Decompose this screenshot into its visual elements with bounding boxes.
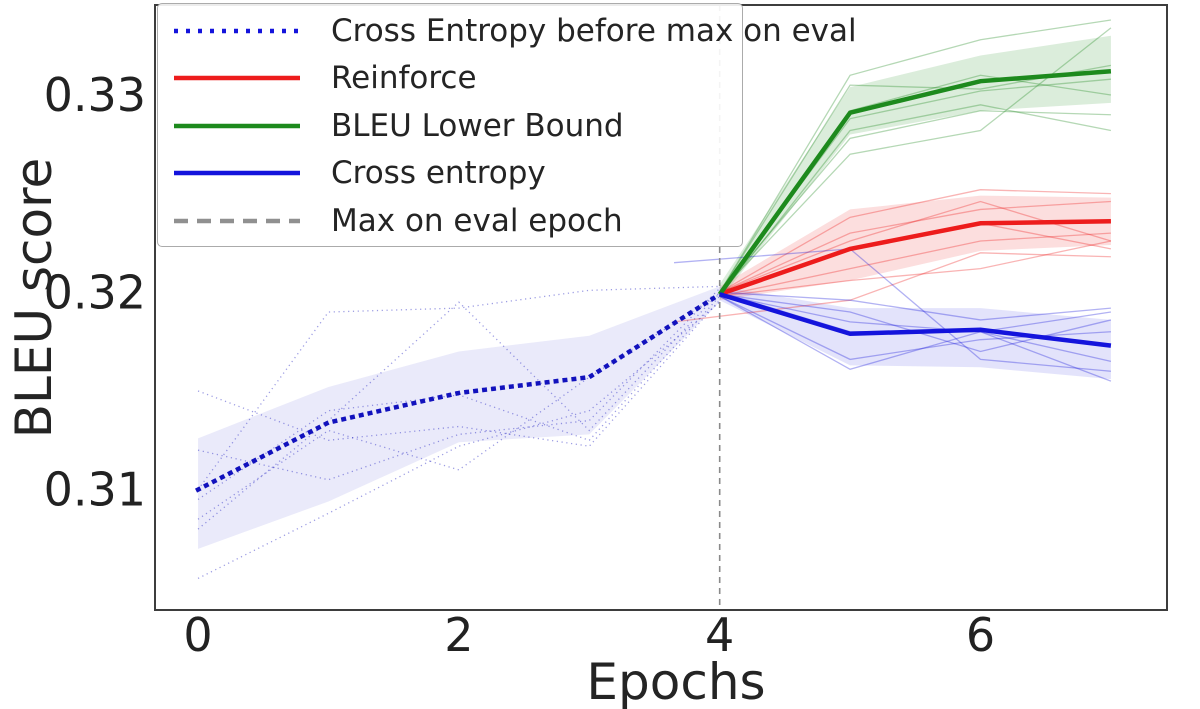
legend-line-sample-solid-red — [174, 76, 300, 81]
y-tick-label: 0.33 — [44, 68, 146, 122]
y-tick-label: 0.32 — [44, 265, 146, 319]
x-tick-label: 6 — [966, 608, 995, 662]
run-line — [719, 27, 1112, 293]
run-line — [673, 248, 1111, 372]
legend-line-sample-dashed — [174, 218, 300, 223]
legend-label: Max on eval epoch — [331, 202, 623, 239]
run-line — [719, 232, 1111, 297]
legend-label: Cross Entropy before max on eval — [331, 12, 857, 49]
run-line — [719, 19, 1112, 293]
legend-item: Cross entropy — [158, 150, 742, 198]
run-line — [197, 285, 720, 491]
legend-line-sample-dotted — [174, 28, 300, 33]
x-tick-label: 0 — [183, 608, 212, 662]
run-line — [197, 301, 721, 580]
legend-label: Reinforce — [331, 60, 477, 97]
run-line — [719, 200, 1111, 293]
series-line — [717, 69, 1112, 296]
run-line — [719, 104, 1112, 297]
y-tick-label: 0.31 — [44, 463, 146, 517]
confidence-band — [198, 286, 720, 549]
legend-item: Max on eval epoch — [158, 197, 742, 245]
legend-line-sample-solid-blue — [174, 171, 300, 176]
legend-item: Reinforce — [158, 55, 742, 103]
series-line — [718, 219, 1111, 297]
x-tick-label: 4 — [705, 608, 734, 662]
series-line — [195, 291, 723, 493]
legend: Cross Entropy before max on eval Reinfor… — [157, 3, 857, 247]
run-line — [719, 291, 1111, 321]
legend-line-sample-solid-green — [174, 123, 300, 128]
run-line — [719, 295, 1112, 382]
run-line — [719, 189, 1111, 293]
run-line — [719, 293, 1112, 363]
run-line — [197, 291, 721, 530]
confidence-band — [719, 35, 1111, 301]
legend-label: Cross entropy — [331, 155, 546, 192]
legend-label: BLEU Lower Bound — [331, 107, 624, 144]
x-tick-label: 2 — [444, 608, 473, 662]
run-line — [673, 252, 1111, 323]
x-axis-label: Epochs — [586, 653, 766, 709]
legend-item: Cross Entropy before max on eval — [158, 7, 857, 55]
series-line — [719, 292, 1112, 348]
run-line — [719, 110, 1111, 293]
y-axis-label: BLEU score — [5, 157, 63, 439]
run-line — [719, 240, 1112, 297]
legend-item: BLEU Lower Bound — [158, 102, 742, 150]
